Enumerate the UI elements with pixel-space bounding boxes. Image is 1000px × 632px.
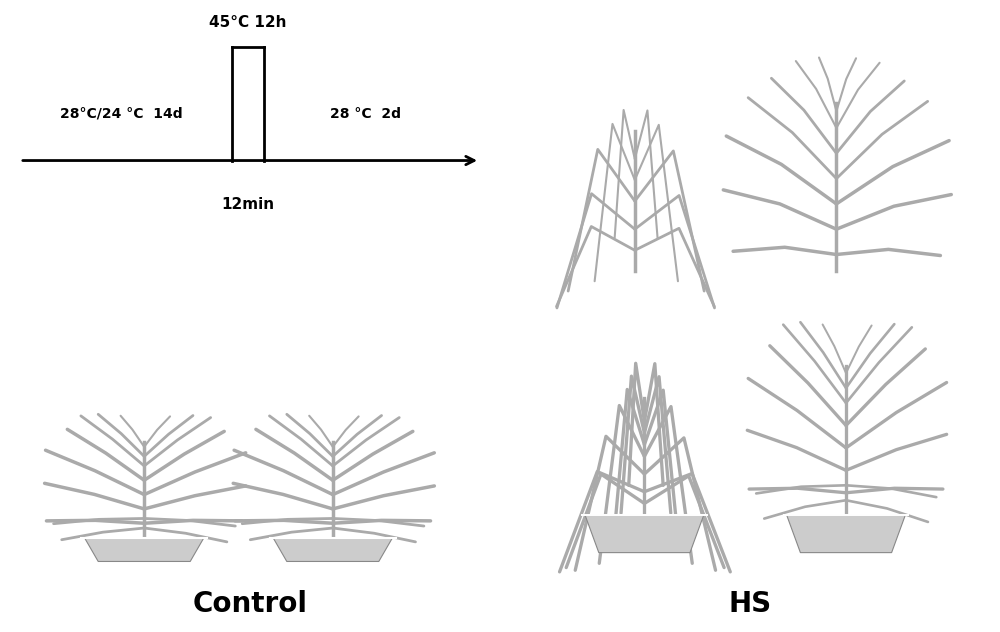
Text: Control: Control [193, 590, 308, 617]
Text: 5cm: 5cm [412, 561, 438, 571]
Text: 12min: 12min [221, 197, 274, 212]
Text: 5cm: 5cm [924, 552, 950, 562]
Text: Mu11: Mu11 [814, 277, 878, 297]
Polygon shape [585, 515, 704, 552]
Text: Mu11: Mu11 [310, 261, 374, 281]
Text: 28 °C  2d: 28 °C 2d [330, 107, 401, 121]
Polygon shape [787, 515, 905, 552]
Text: 45°C 12h: 45°C 12h [209, 15, 286, 30]
Polygon shape [84, 538, 204, 561]
Text: HS: HS [728, 590, 772, 617]
Text: W22: W22 [118, 261, 170, 281]
Text: 28°C/24 °C  14d: 28°C/24 °C 14d [60, 107, 183, 121]
Text: W22: W22 [609, 277, 661, 297]
Polygon shape [273, 538, 393, 561]
